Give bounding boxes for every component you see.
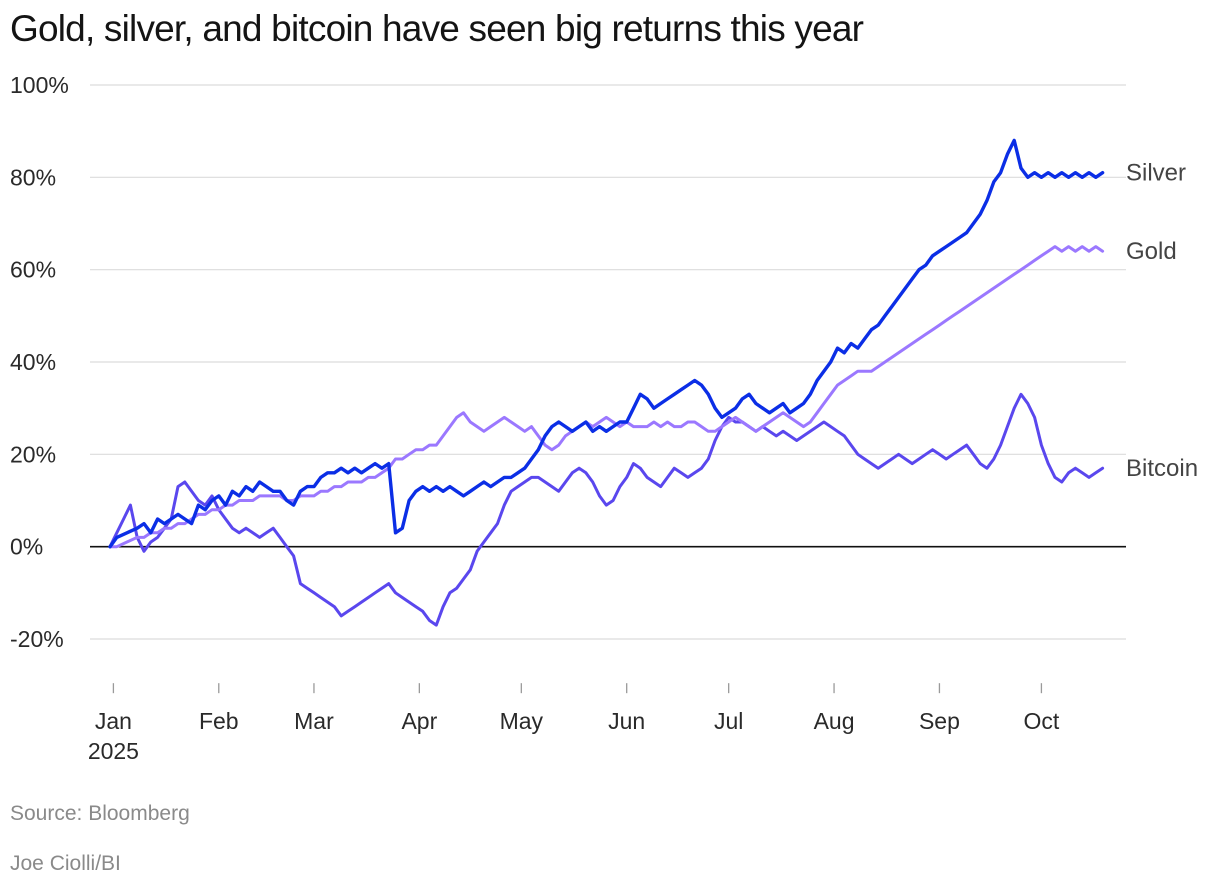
y-tick-label: 100%	[10, 72, 69, 98]
series-end-label-silver: Silver	[1126, 160, 1186, 187]
y-tick-label: 0%	[10, 534, 43, 560]
series-end-label-gold: Gold	[1126, 238, 1177, 265]
x-tick-label: Jan	[95, 708, 132, 734]
gridlines	[90, 84, 1126, 640]
x-tick-sublabel: 2025	[88, 738, 139, 764]
series-line-gold	[108, 245, 1105, 549]
series-line-silver	[108, 138, 1105, 549]
y-tick-label: 60%	[10, 257, 56, 283]
x-tick-label: Sep	[919, 708, 960, 734]
x-tick-label: Jun	[608, 708, 645, 734]
x-tick-label: Apr	[401, 708, 437, 734]
series-lines	[108, 138, 1105, 627]
series-labels: Silver Gold Bitcoin	[1126, 160, 1198, 482]
x-tick-label: Oct	[1024, 708, 1060, 734]
x-tick-label: Feb	[199, 708, 239, 734]
y-tick-label: -20%	[10, 626, 64, 652]
y-tick-label: 40%	[10, 349, 56, 375]
y-tick-label: 20%	[10, 441, 56, 467]
credit-note: Joe Ciolli/BI	[10, 852, 121, 875]
y-tick-label: 80%	[10, 164, 56, 190]
x-tick-label: May	[500, 708, 544, 734]
series-line-bitcoin	[108, 392, 1105, 627]
x-tick-label: Jul	[714, 708, 743, 734]
x-tick-label: Aug	[814, 708, 855, 734]
source-note: Source: Bloomberg	[10, 802, 190, 825]
axes: 100% 80% 60% 40% 20% 0% -20% Jan 2025 Feb Mar Apr Ma…	[10, 72, 1060, 764]
series-end-label-bitcoin: Bitcoin	[1126, 455, 1198, 482]
chart-title: Gold, silver, and bitcoin have seen big …	[10, 8, 864, 49]
x-tick-label: Mar	[294, 708, 334, 734]
